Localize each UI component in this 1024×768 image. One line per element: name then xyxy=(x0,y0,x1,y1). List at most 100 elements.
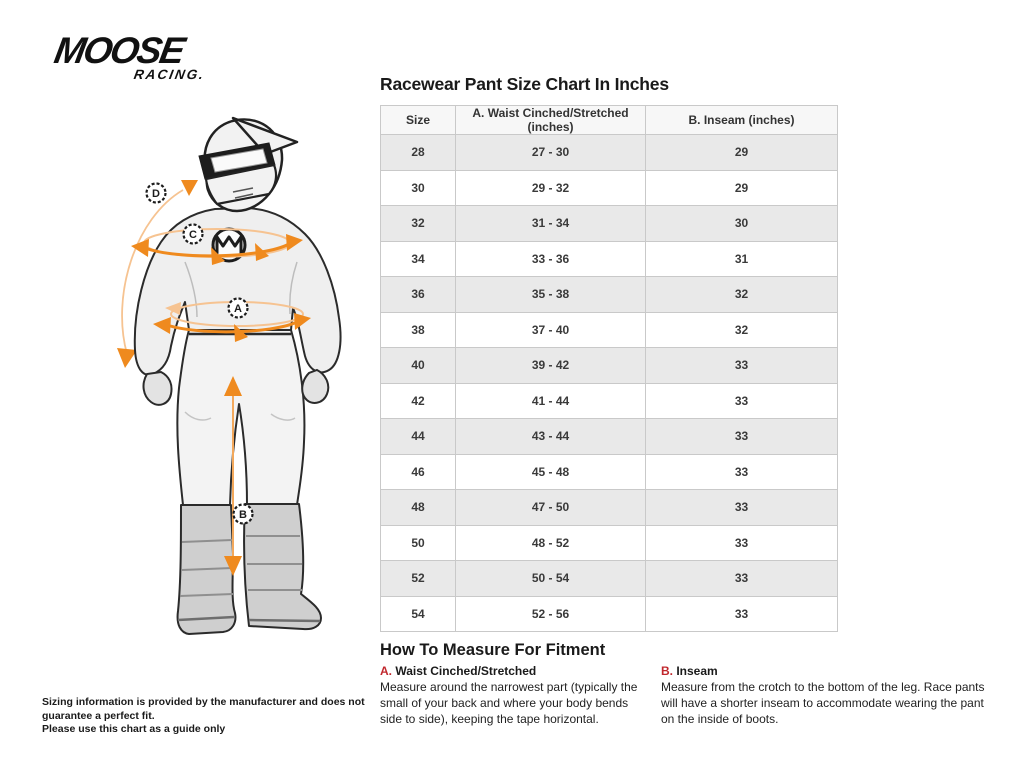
marker-c: C xyxy=(182,223,204,245)
size-cell: 28 xyxy=(380,134,456,171)
disclaimer-text: Sizing information is provided by the ma… xyxy=(42,696,365,736)
table-row: 52 50 - 54 33 xyxy=(380,560,838,597)
moose-m-glyph xyxy=(215,235,243,255)
inseam-cell: 29 xyxy=(645,169,838,206)
inseam-cell: 33 xyxy=(645,595,838,632)
chest-arrowhead-right-icon xyxy=(286,234,303,251)
waist-cell: 31 - 34 xyxy=(455,205,646,242)
measure-waist-letter: A. xyxy=(380,664,392,678)
waist-cell: 29 - 32 xyxy=(455,169,646,206)
size-cell: 30 xyxy=(380,169,456,206)
size-cell: 38 xyxy=(380,311,456,348)
logo-subword: RACING. xyxy=(132,67,207,82)
waist-cell: 48 - 52 xyxy=(455,524,646,561)
inseam-cell: 30 xyxy=(645,205,838,242)
right-boot xyxy=(243,503,322,631)
table-row: 38 37 - 40 32 xyxy=(380,311,838,348)
size-cell: 36 xyxy=(380,276,456,313)
size-cell: 52 xyxy=(380,560,456,597)
inseam-cell: 33 xyxy=(645,560,838,597)
measure-waist-title: A. Waist Cinched/Stretched xyxy=(380,664,537,678)
measure-inseam-title: B. Inseam xyxy=(661,664,718,678)
waist-arrowhead-right-icon xyxy=(294,313,311,330)
col-header-size: Size xyxy=(380,105,456,135)
waist-cell: 50 - 54 xyxy=(455,560,646,597)
rider-measurement-diagram: D C A B xyxy=(85,112,360,647)
waist-cell: 37 - 40 xyxy=(455,311,646,348)
waist-cell: 52 - 56 xyxy=(455,595,646,632)
helmet-visor xyxy=(231,116,299,156)
measure-waist-body: Measure around the narrowest part (typic… xyxy=(380,680,638,726)
waist-arrowhead-mid-icon xyxy=(234,324,248,342)
chin-vents xyxy=(232,187,254,199)
jersey-wrinkles xyxy=(184,261,298,318)
size-cell: 44 xyxy=(380,418,456,455)
size-table: Size A. Waist Cinched/Stretched (inches)… xyxy=(380,105,838,632)
waist-pale-arrowhead-icon xyxy=(165,302,181,315)
boot-soles xyxy=(177,615,321,623)
left-boot-straps xyxy=(179,539,234,597)
table-row: 28 27 - 30 29 xyxy=(380,134,838,171)
inseam-cell: 33 xyxy=(645,347,838,384)
right-glove xyxy=(301,368,330,404)
goggle-lens xyxy=(210,148,268,173)
marker-b: B xyxy=(232,503,254,525)
table-row: 44 43 - 44 33 xyxy=(380,418,838,455)
table-row: 54 52 - 56 33 xyxy=(380,595,838,632)
howto-heading: How To Measure For Fitment xyxy=(380,641,606,659)
svg-text:C: C xyxy=(189,229,197,241)
waist-cell: 27 - 30 xyxy=(455,134,646,171)
inseam-cell: 31 xyxy=(645,240,838,277)
inseam-cell: 33 xyxy=(645,453,838,490)
waist-cell: 41 - 44 xyxy=(455,382,646,419)
inseam-cell: 33 xyxy=(645,489,838,526)
size-cell: 54 xyxy=(380,595,456,632)
inseam-arrowhead-bottom-icon xyxy=(224,556,242,576)
size-cell: 40 xyxy=(380,347,456,384)
moose-racing-logo: MOOSE RACING. xyxy=(51,30,207,82)
inseam-cell: 33 xyxy=(645,418,838,455)
waist-cell: 43 - 44 xyxy=(455,418,646,455)
rider-illustration: D C A B xyxy=(117,116,342,635)
waist-arrow xyxy=(166,320,298,334)
chest-arrowhead-mid1-icon xyxy=(211,247,225,265)
size-cell: 34 xyxy=(380,240,456,277)
table-header-row: Size A. Waist Cinched/Stretched (inches)… xyxy=(380,105,838,135)
inseam-arrowhead-top-icon xyxy=(224,376,242,396)
size-cell: 32 xyxy=(380,205,456,242)
table-row: 36 35 - 38 32 xyxy=(380,276,838,313)
svg-text:A: A xyxy=(234,303,242,315)
height-arrowhead-icon xyxy=(117,348,137,368)
measure-item-inseam: B. Inseam Measure from the crotch to the… xyxy=(661,664,986,727)
size-cell: 46 xyxy=(380,453,456,490)
table-row: 40 39 - 42 33 xyxy=(380,347,838,384)
table-row: 50 48 - 52 33 xyxy=(380,524,838,561)
measure-inseam-letter: B. xyxy=(661,664,673,678)
waist-cell: 45 - 48 xyxy=(455,453,646,490)
height-guide-curve xyxy=(121,189,184,355)
table-row: 30 29 - 32 29 xyxy=(380,169,838,206)
neck-arrow-icon xyxy=(181,180,198,196)
inseam-cell: 32 xyxy=(645,311,838,348)
waist-cell: 33 - 36 xyxy=(455,240,646,277)
measure-item-waist: A. Waist Cinched/Stretched Measure aroun… xyxy=(380,664,648,727)
pants xyxy=(176,329,306,506)
inseam-cell: 32 xyxy=(645,276,838,313)
inseam-cell: 29 xyxy=(645,134,838,171)
waist-cell: 47 - 50 xyxy=(455,489,646,526)
pants-wrinkles xyxy=(184,411,296,421)
inseam-cell: 33 xyxy=(645,524,838,561)
col-header-inseam: B. Inseam (inches) xyxy=(645,105,838,135)
col-header-waist: A. Waist Cinched/Stretched (inches) xyxy=(455,105,646,135)
table-row: 32 31 - 34 30 xyxy=(380,205,838,242)
size-cell: 48 xyxy=(380,489,456,526)
right-boot-straps xyxy=(246,535,302,591)
inseam-cell: 33 xyxy=(645,382,838,419)
chest-arrowhead-left-icon xyxy=(131,239,149,257)
marker-a: A xyxy=(227,297,249,319)
size-chart-title: Racewear Pant Size Chart In Inches xyxy=(380,74,669,94)
waist-cell: 35 - 38 xyxy=(455,276,646,313)
helmet-chin-guard xyxy=(204,163,278,206)
table-row: 42 41 - 44 33 xyxy=(380,382,838,419)
